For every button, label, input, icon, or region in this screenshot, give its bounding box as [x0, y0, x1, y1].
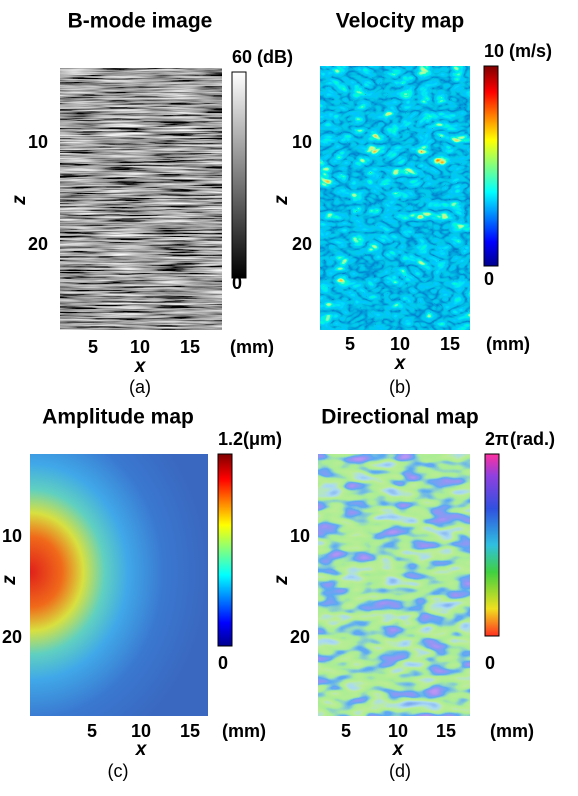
x-unit: (mm) [230, 337, 274, 357]
x-tick-label: 5 [87, 721, 97, 741]
x-tick-label: 15 [180, 337, 200, 357]
z-tick-label: 20 [28, 234, 48, 254]
panel-title: Directional map [321, 406, 479, 429]
colorbar-unit: (μm) [243, 429, 282, 449]
panel-title: Velocity map [336, 10, 464, 33]
x-label: x [392, 739, 405, 760]
caption: (b) [389, 377, 411, 397]
colorbar-min: 0 [218, 653, 228, 673]
panel-title: Amplitude map [42, 406, 194, 429]
caption: (c) [108, 761, 129, 781]
x-tick-label: 5 [88, 337, 98, 357]
z-tick-label: 20 [292, 234, 312, 254]
x-tick-label: 15 [436, 721, 456, 741]
z-tick-label: 20 [290, 627, 310, 647]
b-mode-texture [60, 68, 222, 330]
colorbar-max: 1.2 [218, 429, 243, 449]
colorbar [217, 453, 233, 647]
x-tick-label: 10 [131, 721, 151, 741]
colorbar-max: 10 [484, 41, 504, 61]
z-label: z [0, 575, 20, 586]
z-tick-label: 10 [292, 132, 312, 152]
x-tick-label: 15 [440, 334, 460, 354]
x-label: x [135, 739, 148, 760]
z-tick-label: 10 [290, 526, 310, 546]
x-tick-label: 10 [388, 721, 408, 741]
x-tick-label: 5 [345, 334, 355, 354]
colorbar-min: 0 [232, 273, 242, 293]
z-tick-label: 10 [2, 526, 22, 546]
colorbar-unit: (m/s) [509, 41, 552, 61]
caption: (a) [129, 377, 151, 397]
colorbar-min: 0 [485, 653, 495, 673]
x-label: x [394, 353, 407, 374]
x-tick-label: 15 [180, 721, 200, 741]
z-tick-label: 20 [2, 627, 22, 647]
panel-title: B-mode image [68, 10, 213, 33]
colorbar-unit: (dB) [257, 47, 293, 67]
colorbar-max: 60 [232, 47, 252, 67]
x-label: x [134, 356, 147, 377]
z-label: z [271, 195, 292, 206]
x-unit: (mm) [222, 721, 266, 741]
z-label: z [271, 575, 292, 586]
caption: (d) [389, 761, 411, 781]
colorbar [483, 65, 499, 267]
z-tick-label: 10 [28, 132, 48, 152]
x-tick-label: 10 [390, 334, 410, 354]
colorbar-max: 2π [485, 429, 509, 449]
colorbar [484, 453, 500, 637]
colorbar [231, 71, 247, 279]
velocity-image [320, 66, 470, 330]
x-unit: (mm) [490, 721, 534, 741]
z-label: z [9, 195, 30, 206]
amplitude-image [30, 454, 208, 716]
colorbar-min: 0 [484, 269, 494, 289]
x-unit: (mm) [486, 334, 530, 354]
x-tick-label: 10 [130, 337, 150, 357]
x-tick-label: 5 [341, 721, 351, 741]
colorbar-unit: (rad.) [510, 429, 555, 449]
directional-image [318, 454, 470, 716]
